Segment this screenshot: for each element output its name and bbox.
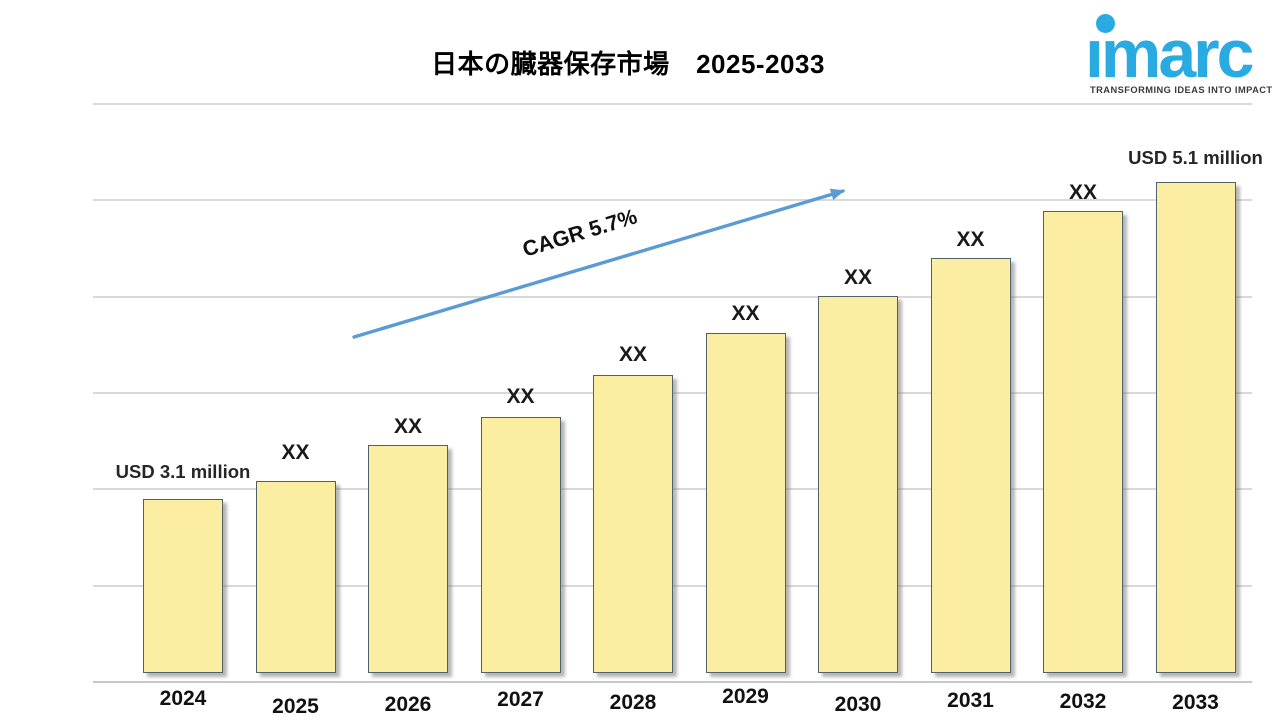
bar-2028 — [593, 375, 673, 673]
bar-value-label-2032: XX — [1068, 180, 1097, 204]
bar-2032 — [1043, 210, 1123, 673]
bar-2025 — [255, 481, 336, 673]
x-axis-label-2027: 2027 — [497, 688, 544, 711]
bar-2027 — [480, 416, 561, 673]
bar-value-label-2027: XX — [506, 384, 535, 408]
bar-2030 — [818, 296, 898, 673]
bar-value-label-2025: XX — [281, 441, 310, 465]
imarc-logo: ımarc TRANSFORMING IDEAS INTO IMPACT — [1080, 0, 1280, 100]
bar-value-label-2031: XX — [956, 228, 985, 252]
bar-2033 — [1155, 182, 1236, 673]
x-axis-label-2025: 2025 — [272, 695, 319, 718]
imarc-logo-tagline: TRANSFORMING IDEAS INTO IMPACT — [1090, 85, 1273, 95]
bar-2029 — [705, 332, 786, 673]
bar-2031 — [930, 258, 1011, 673]
bar-value-label-2026: XX — [393, 415, 422, 438]
bar-value-label-2033: USD 5.1 million — [1128, 147, 1263, 169]
cagr-label: CAGR 5.7% — [519, 204, 640, 262]
x-axis-label-2033: 2033 — [1172, 691, 1219, 714]
bar-value-label-2028: XX — [618, 343, 647, 367]
gridline — [93, 103, 1252, 105]
bar-value-label-2030: XX — [843, 266, 872, 290]
x-axis-label-2030: 2030 — [834, 693, 882, 716]
x-axis-line — [93, 681, 1252, 683]
x-axis-label-2024: 2024 — [159, 687, 207, 710]
bar-2026 — [368, 445, 448, 673]
imarc-logo-dot-icon — [1096, 14, 1115, 33]
chart-title: 日本の臓器保存市場 2025-2033 — [431, 49, 825, 79]
bar-2024 — [143, 498, 223, 673]
imarc-logo-wordmark: ımarc — [1085, 16, 1254, 92]
x-axis-label-2032: 2032 — [1059, 690, 1107, 713]
bar-value-label-2024: USD 3.1 million — [115, 460, 251, 482]
x-axis-label-2031: 2031 — [947, 689, 994, 712]
x-axis-label-2029: 2029 — [722, 685, 769, 708]
x-axis-label-2028: 2028 — [609, 691, 657, 714]
x-axis-label-2026: 2026 — [384, 693, 432, 716]
